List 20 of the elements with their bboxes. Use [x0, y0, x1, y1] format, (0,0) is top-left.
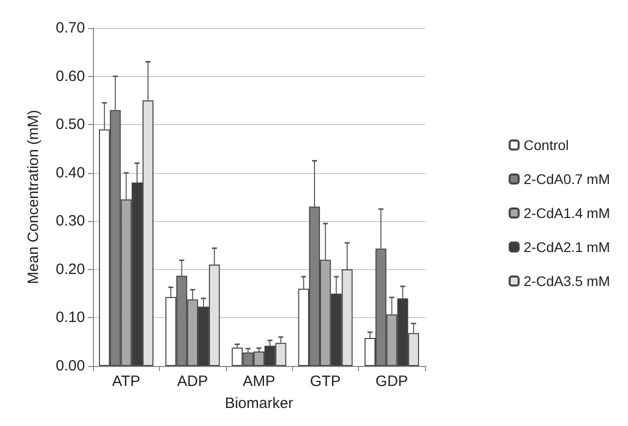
- y-tick-label: 0.00: [56, 358, 85, 374]
- y-axis-title: Mean Concentration (mM): [25, 110, 42, 284]
- x-tick-label: AMP: [242, 373, 276, 390]
- legend-label: 2-CdA3.5 mM: [524, 273, 610, 289]
- x-tick-label: GDP: [376, 373, 408, 390]
- legend-label: 2-CdA0.7 mM: [524, 171, 610, 187]
- x-axis-title: Biomarker: [224, 395, 294, 412]
- y-tick-label: 0.50: [56, 116, 85, 134]
- y-tick-label: 0.10: [56, 309, 85, 326]
- x-tick-label: ADP: [177, 373, 208, 390]
- y-tick-label: 0.30: [56, 212, 85, 230]
- y-tick-label: 0.40: [56, 164, 85, 182]
- legend-label: 2-CdA2.1 mM: [524, 239, 610, 255]
- legend-label: 2-CdA1.4 mM: [524, 205, 610, 221]
- x-tick-label: GTP: [310, 373, 341, 390]
- x-tick-label: ATP: [112, 373, 140, 390]
- legend-label: Control: [524, 137, 569, 153]
- y-tick-label: 0.70: [56, 20, 85, 36]
- y-tick-label: 0.60: [56, 68, 85, 85]
- y-tick-label: 0.20: [56, 260, 85, 278]
